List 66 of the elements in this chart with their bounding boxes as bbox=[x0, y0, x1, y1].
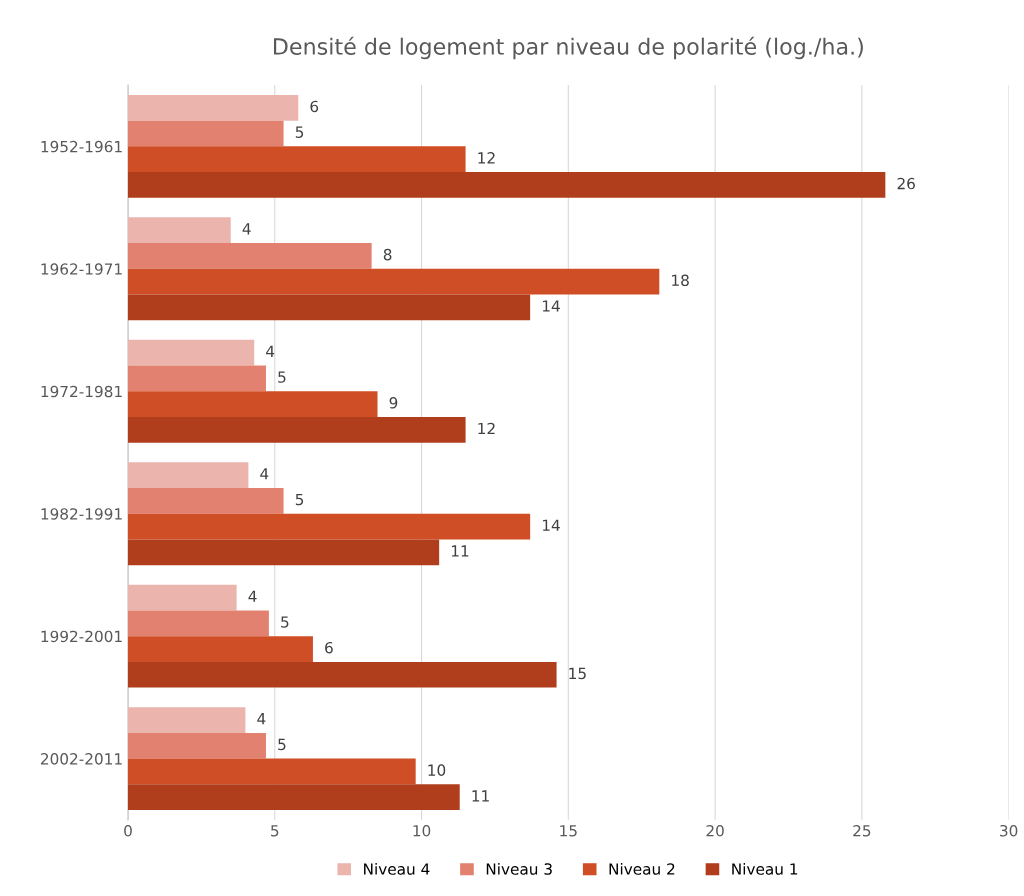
data-label: 11 bbox=[451, 545, 469, 557]
bar bbox=[128, 462, 249, 488]
data-label: 15 bbox=[569, 667, 586, 680]
data-label: 14 bbox=[542, 300, 560, 312]
y-tick-label: 1952-1961 bbox=[41, 140, 122, 153]
bar bbox=[128, 584, 237, 611]
bar bbox=[128, 339, 255, 366]
bar bbox=[128, 243, 372, 269]
bar bbox=[128, 758, 416, 785]
data-label: 5 bbox=[278, 371, 286, 383]
data-label: 8 bbox=[383, 248, 392, 261]
data-label: 5 bbox=[295, 493, 304, 506]
x-tick-label: 5 bbox=[271, 825, 279, 837]
bar bbox=[128, 217, 231, 244]
bar bbox=[128, 94, 299, 121]
data-label: 4 bbox=[248, 590, 257, 602]
bar bbox=[128, 636, 313, 662]
data-label: 4 bbox=[242, 223, 251, 235]
bar bbox=[128, 732, 266, 759]
bar bbox=[128, 610, 269, 637]
data-label: 5 bbox=[281, 616, 289, 628]
bar bbox=[128, 539, 440, 566]
data-label: 18 bbox=[672, 274, 689, 287]
data-label: 6 bbox=[325, 641, 333, 654]
data-label: 26 bbox=[897, 177, 915, 190]
bar bbox=[128, 487, 284, 514]
bar bbox=[128, 416, 466, 443]
x-tick-label: 15 bbox=[560, 825, 577, 837]
legend-label: Niveau 4 bbox=[364, 862, 430, 875]
y-tick-label: 1992-2001 bbox=[41, 630, 122, 643]
y-tick-label: 1972-1981 bbox=[41, 385, 122, 398]
x-tick-label: 10 bbox=[413, 824, 431, 837]
bar bbox=[128, 146, 466, 173]
bar bbox=[128, 365, 266, 392]
data-label: 14 bbox=[542, 519, 560, 531]
y-tick-label: 1982-1991 bbox=[41, 508, 122, 520]
legend-label: Niveau 1 bbox=[732, 862, 798, 875]
data-label: 4 bbox=[257, 713, 266, 725]
data-label: 5 bbox=[278, 738, 286, 751]
y-tick-label: 1962-1971 bbox=[41, 263, 122, 275]
y-tick-label: 2002-2011 bbox=[40, 753, 122, 765]
bar bbox=[128, 661, 557, 688]
bar bbox=[128, 391, 378, 417]
bar bbox=[128, 513, 531, 540]
x-tick-label: 20 bbox=[706, 824, 724, 837]
data-label: 12 bbox=[478, 422, 495, 435]
x-tick-label: 25 bbox=[853, 824, 871, 837]
data-label: 4 bbox=[260, 468, 269, 480]
bar bbox=[128, 294, 531, 321]
bar bbox=[128, 172, 886, 198]
bar bbox=[128, 784, 460, 811]
bar bbox=[128, 707, 246, 733]
data-label: 11 bbox=[472, 790, 489, 802]
legend-label: Niveau 2 bbox=[609, 862, 675, 875]
chart-title: Densité de logement par niveau de polarité (log./ha.) bbox=[273, 36, 863, 60]
x-tick-label: 0 bbox=[124, 824, 132, 837]
data-label: 10 bbox=[428, 764, 446, 776]
data-label: 5 bbox=[295, 126, 304, 138]
bar bbox=[128, 268, 660, 295]
data-label: 4 bbox=[266, 345, 275, 357]
data-label: 6 bbox=[310, 100, 319, 113]
bar bbox=[128, 120, 284, 147]
legend-label: Niveau 3 bbox=[486, 862, 552, 875]
data-label: 12 bbox=[478, 152, 495, 164]
data-label: 9 bbox=[389, 396, 398, 409]
x-tick-label: 30 bbox=[1000, 824, 1018, 837]
